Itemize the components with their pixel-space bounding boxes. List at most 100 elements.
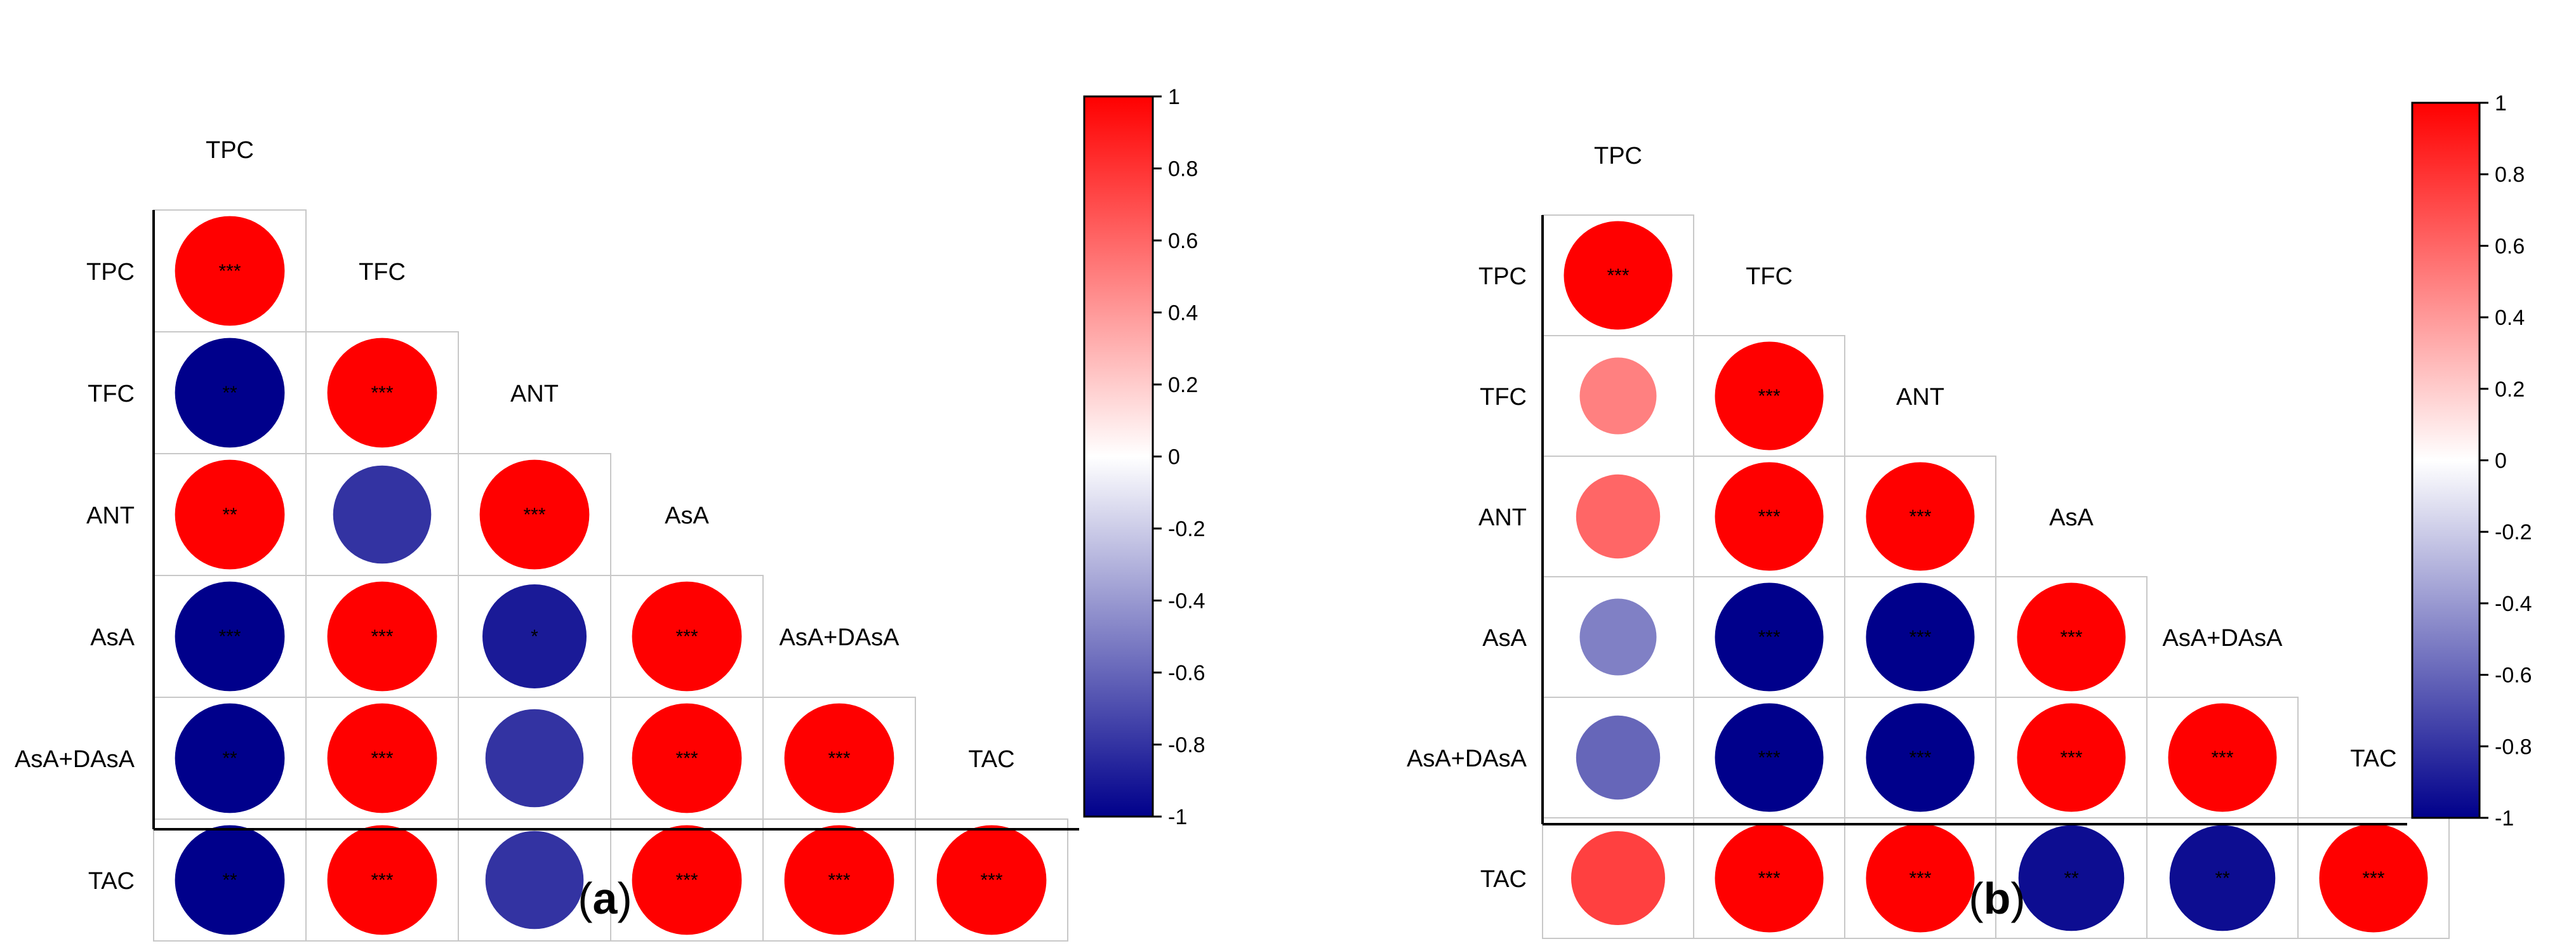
correlation-circle (784, 825, 894, 935)
correlation-circle (1579, 357, 1657, 435)
panel-label-open: ( (578, 874, 592, 923)
significance-label: *** (2211, 747, 2233, 768)
correlation-circle (1866, 582, 1975, 692)
column-label: TPC (206, 137, 254, 164)
significance-label: *** (1909, 868, 1931, 889)
colorbar (1083, 95, 1154, 818)
correlation-circle (333, 465, 432, 564)
correlation-circle (1564, 221, 1673, 330)
significance-label: *** (371, 626, 393, 647)
correlation-circle (1715, 462, 1824, 571)
correlation-circle (2168, 703, 2277, 812)
grid-cell (915, 818, 1068, 942)
significance-label: *** (371, 383, 393, 404)
correlation-circle (936, 825, 1047, 935)
correlation-circle (1576, 715, 1661, 800)
colorbar-tick-label: -0.4 (1168, 589, 1205, 614)
colorbar-tick-label: -0.2 (1168, 517, 1205, 541)
correlation-circle (327, 581, 437, 692)
significance-label: *** (2060, 627, 2082, 648)
significance-label: *** (371, 870, 393, 891)
panel-label-letter: a (593, 874, 618, 923)
row-label: TAC (88, 868, 135, 895)
correlation-circle (175, 459, 285, 570)
colorbar-tick-label: 0 (2495, 449, 2507, 473)
column-label: ANT (510, 381, 559, 407)
grid-cell (2297, 817, 2450, 939)
correlation-circle (1866, 462, 1975, 571)
significance-label: ** (2215, 868, 2230, 889)
correlation-circle (175, 825, 285, 935)
significance-label: *** (1758, 747, 1780, 768)
row-label: ANT (1478, 504, 1527, 531)
panel-label: (b) (1969, 874, 2025, 923)
colorbar-tick-label: -0.6 (2495, 664, 2532, 688)
significance-label: *** (828, 870, 850, 891)
colorbar-tick-label: -0.6 (1168, 661, 1205, 685)
colorbar-tick-label: -0.2 (2495, 520, 2532, 544)
correlation-circle (2017, 703, 2126, 812)
column-label: TFC (1746, 263, 1793, 290)
panel-label-letter: b (1984, 874, 2011, 923)
correlation-circle (1715, 824, 1824, 933)
significance-label: ** (222, 870, 237, 891)
correlation-circle (485, 709, 584, 808)
panel-label-close: ) (617, 874, 632, 923)
significance-label: *** (1758, 627, 1780, 648)
row-label: TAC (1480, 866, 1527, 893)
column-label: AsA+DAsA (779, 624, 900, 651)
column-label: TFC (359, 259, 406, 286)
panel-label: (a) (578, 874, 632, 923)
colorbar-tick-label: 0.8 (2495, 163, 2525, 187)
correlation-circle (632, 703, 742, 813)
significance-label: *** (1758, 506, 1780, 527)
correlation-circle (175, 216, 285, 326)
significance-label: ** (222, 504, 237, 525)
significance-label: *** (371, 748, 393, 769)
significance-label: *** (675, 748, 698, 769)
column-label: TPC (1594, 143, 1642, 169)
colorbar-tick-label: -1 (1168, 805, 1187, 829)
significance-label: *** (523, 504, 545, 525)
significance-label: ** (222, 748, 237, 769)
colorbar-tick-label: 0.2 (2495, 378, 2525, 402)
row-label: TFC (1480, 384, 1527, 411)
correlation-circle (1576, 474, 1661, 559)
correlation-circle (784, 703, 894, 813)
significance-label: *** (675, 626, 698, 647)
significance-label: *** (218, 261, 241, 282)
row-label: AsA+DAsA (1407, 746, 1527, 772)
correlation-circle (1571, 831, 1665, 925)
significance-label: ** (2064, 868, 2079, 889)
correlation-circle (1715, 582, 1824, 692)
colorbar-tick-label: 0.2 (1168, 373, 1198, 397)
colorbar-tick-label: -0.4 (2495, 592, 2532, 616)
panel-b: ********* ****** *** ****** *** *** ****** *** *… (1407, 91, 2532, 939)
significance-label: *** (1607, 265, 1629, 286)
colorbar-tick-label: 1 (1168, 85, 1180, 109)
significance-label: *** (1758, 386, 1780, 407)
correlation-circle (2017, 582, 2126, 692)
column-label: AsA+DAsA (2162, 625, 2283, 652)
correlation-circle (2018, 825, 2125, 931)
column-label: AsA (665, 503, 709, 529)
correlation-circle (327, 703, 437, 813)
correlation-circle (1579, 598, 1657, 676)
row-label: TFC (88, 381, 135, 407)
colorbar-tick-label: -0.8 (2495, 735, 2532, 759)
correlation-circle (327, 338, 437, 448)
correlation-circle (1866, 703, 1975, 812)
correlation-circle (2169, 825, 2276, 931)
correlation-circle (175, 703, 285, 813)
correlation-circle (479, 459, 590, 570)
row-label: AsA+DAsA (15, 746, 135, 773)
correlation-circle (1866, 824, 1975, 933)
significance-label: ** (222, 383, 237, 404)
significance-label: *** (1909, 627, 1931, 648)
correlation-circle (327, 825, 437, 935)
colorbar-tick-label: 0.4 (2495, 306, 2525, 330)
correlation-circle (1715, 703, 1824, 812)
colorbar-tick-label: 0 (1168, 445, 1180, 470)
colorbar-tick-label: -0.8 (1168, 733, 1205, 758)
